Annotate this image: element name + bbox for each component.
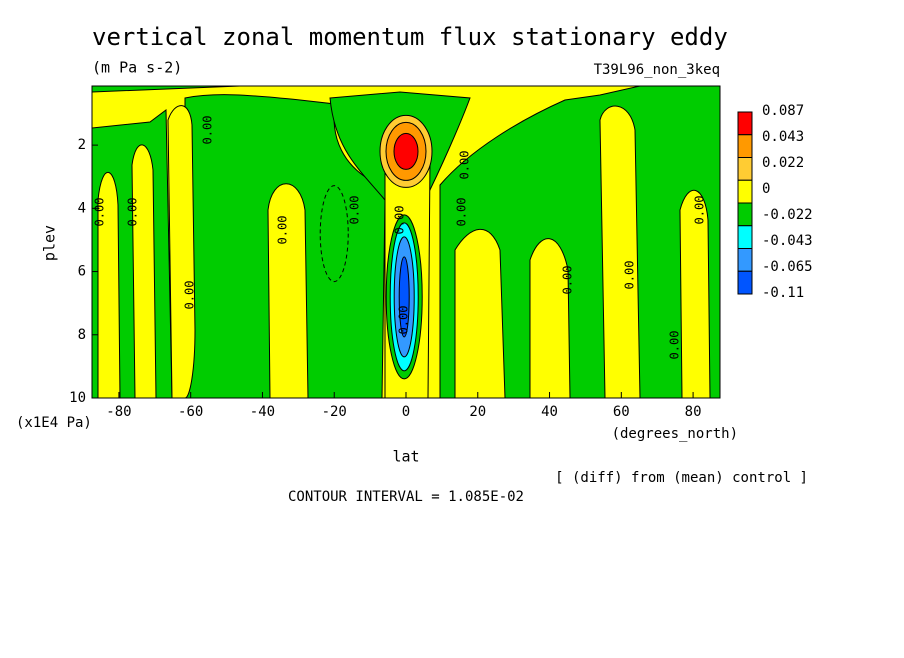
run-label: T39L96_non_3keq bbox=[594, 62, 720, 78]
x-axis-label: lat bbox=[392, 448, 419, 466]
contour-label: 0.00 bbox=[623, 261, 637, 290]
y-tick-label: 2 bbox=[78, 137, 86, 153]
contour-region bbox=[599, 105, 641, 398]
x-tick-label: 0 bbox=[402, 404, 410, 420]
colorbar-label: -0.11 bbox=[762, 285, 804, 301]
y-unit: (x1E4 Pa) bbox=[16, 415, 92, 431]
chart-title: vertical zonal momentum flux stationary … bbox=[92, 23, 728, 51]
x-tick-label: -40 bbox=[250, 404, 275, 420]
colorbar-box bbox=[737, 270, 753, 295]
contour-region bbox=[393, 132, 419, 170]
x-tick-label: 40 bbox=[541, 404, 558, 420]
x-tick-label: -60 bbox=[178, 404, 203, 420]
y-tick-label: 6 bbox=[78, 264, 86, 280]
contour-line bbox=[319, 185, 349, 283]
x-tick-label: 60 bbox=[613, 404, 630, 420]
colorbar-label: 0 bbox=[762, 181, 770, 197]
contour-region bbox=[439, 86, 720, 398]
colorbar-box bbox=[737, 179, 753, 204]
colorbar-box bbox=[737, 202, 753, 227]
y-tick-label: 10 bbox=[69, 390, 86, 406]
colorbar-label: 0.087 bbox=[762, 103, 804, 119]
field bbox=[92, 86, 720, 398]
x-tick-label: 20 bbox=[469, 404, 486, 420]
contour-label: 0.00 bbox=[458, 151, 472, 180]
contour-label: 0.00 bbox=[397, 306, 411, 335]
colorbar-label: -0.065 bbox=[762, 259, 813, 275]
contour-region bbox=[679, 189, 711, 398]
contour-label: 0.00 bbox=[393, 206, 407, 235]
contour-label: 0.00 bbox=[201, 116, 215, 145]
contour-region bbox=[131, 144, 157, 398]
colorbar-label: -0.043 bbox=[762, 233, 813, 249]
contour-region bbox=[398, 256, 410, 338]
subtitle: (m Pa s-2) bbox=[92, 59, 182, 77]
contour-label: 0.00 bbox=[126, 198, 140, 227]
contour-region bbox=[97, 172, 121, 398]
colorbar-label: -0.022 bbox=[762, 207, 813, 223]
contour-region bbox=[529, 238, 571, 398]
x-tick-label: -80 bbox=[106, 404, 131, 420]
contour-region bbox=[267, 183, 309, 398]
colorbar-box bbox=[737, 248, 753, 272]
y-tick-label: 8 bbox=[78, 327, 86, 343]
contour-label: 0.00 bbox=[668, 331, 682, 360]
y-tick-label: 4 bbox=[78, 200, 86, 216]
x-tick-label: -20 bbox=[322, 404, 347, 420]
contour-label: 0.00 bbox=[348, 196, 362, 225]
colorbar-label: 0.022 bbox=[762, 155, 804, 171]
colorbar-label: 0.043 bbox=[762, 129, 804, 145]
contour-label: 0.00 bbox=[455, 198, 469, 227]
x-tick-label: 80 bbox=[685, 404, 702, 420]
contour-region bbox=[167, 105, 196, 398]
contour-region bbox=[454, 228, 506, 398]
contour-interval: CONTOUR INTERVAL = 1.085E-02 bbox=[288, 489, 524, 505]
y-axis-label: plev bbox=[41, 225, 59, 261]
contour-label: 0.00 bbox=[276, 216, 290, 245]
contour-label: 0.00 bbox=[183, 281, 197, 310]
x-unit: (degrees_north) bbox=[612, 426, 738, 442]
note: [ (diff) from (mean) control ] bbox=[555, 470, 808, 486]
contour-region bbox=[92, 86, 241, 93]
colorbar-box bbox=[737, 134, 753, 158]
contour-label: 0.00 bbox=[93, 198, 107, 227]
colorbar-box bbox=[737, 111, 753, 136]
colorbar-box bbox=[737, 225, 753, 249]
colorbar-box bbox=[737, 157, 753, 181]
contour-label: 0.00 bbox=[561, 266, 575, 295]
contour-label: 0.00 bbox=[693, 196, 707, 225]
